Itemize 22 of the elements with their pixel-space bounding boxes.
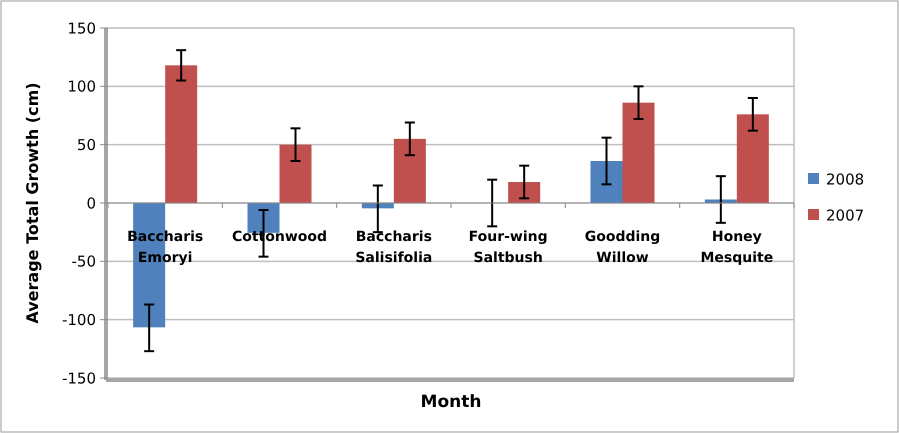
y-tick-label: 150: [67, 19, 96, 38]
x-tick-label: Four-wing Saltbush: [468, 229, 548, 266]
bar: [622, 102, 655, 203]
legend-label: 2008: [826, 170, 864, 188]
x-tick-label: Goodding Willow: [584, 229, 660, 266]
y-axis-title: Average Total Growth (cm): [23, 82, 42, 324]
y-tick-label: 100: [67, 78, 96, 96]
bar: [590, 161, 622, 203]
y-tick-label: -150: [62, 369, 96, 388]
x-tick-label: Honey Mesquite: [700, 229, 774, 266]
bar: [508, 182, 540, 203]
y-tick-label: -50: [72, 252, 96, 271]
y-tick-label: 50: [76, 136, 96, 154]
bar: [736, 114, 769, 203]
y-tick-label: -100: [62, 310, 96, 329]
bar: [280, 144, 312, 203]
x-tick-label: Baccharis Salisifolia: [355, 229, 432, 266]
bar: [165, 65, 198, 203]
bar: [394, 138, 426, 203]
y-tick-label: 0: [86, 194, 96, 212]
x-axis-title: Month: [420, 392, 482, 412]
legend-label: 2007: [826, 206, 864, 224]
